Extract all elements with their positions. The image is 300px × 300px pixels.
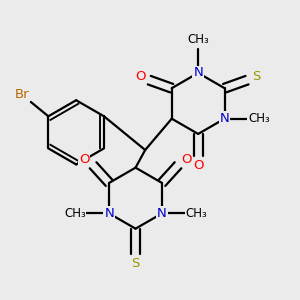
Text: N: N bbox=[193, 66, 203, 80]
Text: CH₃: CH₃ bbox=[187, 33, 209, 46]
Text: S: S bbox=[252, 70, 260, 83]
Text: CH₃: CH₃ bbox=[185, 207, 207, 220]
Text: CH₃: CH₃ bbox=[248, 112, 270, 125]
Text: O: O bbox=[135, 70, 146, 83]
Text: O: O bbox=[79, 153, 89, 166]
Text: Br: Br bbox=[15, 88, 30, 101]
Text: N: N bbox=[220, 112, 230, 125]
Text: N: N bbox=[104, 207, 114, 220]
Text: S: S bbox=[131, 257, 140, 271]
Text: N: N bbox=[157, 207, 167, 220]
Text: CH₃: CH₃ bbox=[64, 207, 86, 220]
Text: O: O bbox=[181, 153, 191, 166]
Text: O: O bbox=[193, 159, 203, 172]
